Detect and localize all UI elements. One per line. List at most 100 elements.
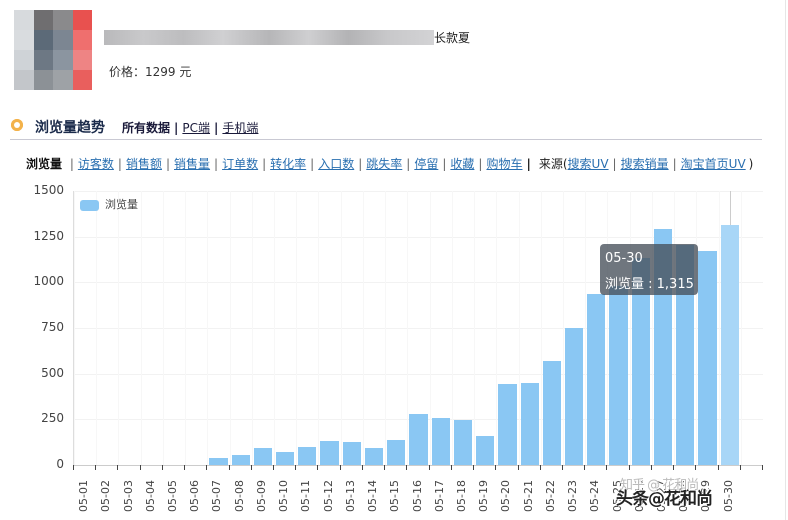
chart-legend[interactable]: 浏览量 [80, 196, 138, 212]
metric-link[interactable]: 入口数 [318, 157, 355, 171]
bar-05-07[interactable] [209, 458, 228, 465]
gridline [340, 191, 342, 465]
product-price: 价格：1299 元 [109, 65, 192, 79]
bar-05-14[interactable] [364, 448, 384, 465]
x-tick [317, 465, 319, 470]
watermark: 知乎 @ 花和尚 头条@花和尚 [616, 478, 713, 509]
source-link[interactable]: 淘宝首页UV [680, 157, 746, 171]
x-tick [228, 465, 230, 470]
bar-05-16[interactable] [409, 414, 428, 465]
bar-05-26[interactable] [631, 258, 650, 465]
separator: | [310, 157, 315, 171]
source-link[interactable]: 搜索UV [567, 157, 609, 171]
metric-link[interactable]: 销售量 [174, 157, 211, 171]
pageview-bar-chart: 浏览量 0 250 500 750 1000 1250 1500 05-01 05-02 05-0… [0, 180, 788, 520]
x-tick [539, 465, 541, 470]
thumbnail-pixel [33, 30, 53, 50]
gridline [518, 191, 520, 465]
separator: | [262, 157, 267, 171]
bar-05-24[interactable] [587, 294, 606, 465]
separator: | [214, 157, 219, 171]
bar-05-30[interactable] [720, 224, 739, 465]
separator: | [672, 157, 677, 171]
product-thumbnail[interactable] [14, 10, 92, 90]
gridline [496, 191, 498, 465]
source-link[interactable]: 搜索销量 [620, 157, 669, 171]
metric-pageviews[interactable]: 浏览量 [26, 157, 63, 171]
x-tick-label: 05-30 [721, 480, 735, 512]
bar-05-13[interactable] [342, 441, 361, 465]
metric-link[interactable]: 访客数 [77, 157, 114, 171]
source-suffix: ) [748, 157, 754, 171]
thumbnail-pixel [14, 30, 34, 50]
bar-05-21[interactable] [520, 382, 539, 465]
x-tick-label: 05-01 [77, 480, 91, 512]
x-tick [762, 465, 763, 470]
thumbnail-pixel [53, 30, 73, 50]
separator: | [478, 157, 483, 171]
x-tick [584, 465, 586, 470]
bar-05-29[interactable] [698, 251, 717, 465]
bar-05-09[interactable] [253, 448, 273, 465]
metric-link[interactable]: 转化率 [270, 157, 307, 171]
x-tick-label: 05-10 [277, 480, 291, 512]
x-tick [206, 465, 208, 470]
bar-05-22[interactable] [542, 361, 561, 465]
x-tick-label: 05-12 [321, 480, 335, 512]
tooltip-value: 浏览量 : 1,315 [605, 277, 694, 292]
x-tick-label: 05-06 [188, 480, 202, 512]
x-tick-label: 05-23 [566, 480, 580, 512]
gridline [696, 191, 698, 465]
bar-05-25[interactable] [609, 286, 628, 465]
metric-link[interactable]: 跳失率 [366, 157, 403, 171]
gridline [651, 191, 653, 465]
gridline [118, 191, 120, 465]
x-tick-label: 05-17 [432, 480, 446, 512]
x-tick-label: 05-02 [99, 480, 113, 512]
x-tick [161, 465, 163, 470]
metric-link[interactable]: 销售额 [125, 157, 162, 171]
scope-all-data[interactable]: 所有数据 [122, 121, 171, 135]
thumbnail-pixel [33, 50, 53, 70]
separator: | [165, 157, 171, 171]
y-tick-label: 500 [41, 365, 64, 380]
legend-label: 浏览量 [105, 198, 138, 211]
bar-05-17[interactable] [431, 418, 450, 465]
bar-05-11[interactable] [298, 446, 317, 465]
x-tick-label: 05-20 [499, 480, 513, 512]
bar-05-15[interactable] [387, 439, 406, 465]
gridline [474, 191, 476, 465]
bar-05-23[interactable] [564, 328, 584, 465]
legend-swatch-icon [80, 199, 99, 211]
section-header: 浏览量趋势 所有数据 | PC端 | 手机端 [10, 117, 762, 140]
metric-link[interactable]: 收藏 [450, 157, 475, 171]
product-title-blurred [104, 30, 434, 45]
watermark-faint: 知乎 @ 花和尚 [620, 478, 699, 493]
x-tick-label: 05-09 [254, 480, 268, 512]
metric-link[interactable]: 订单数 [222, 157, 259, 171]
x-tick-label: 05-05 [166, 480, 180, 512]
bar-05-12[interactable] [320, 441, 339, 465]
bar-05-10[interactable] [276, 452, 295, 465]
gridline [562, 191, 564, 465]
thumbnail-pixel [14, 70, 34, 90]
bar-05-19[interactable] [476, 435, 495, 465]
x-tick-label: 05-11 [299, 480, 313, 512]
bar-05-28[interactable] [676, 245, 695, 465]
thumbnail-pixel [14, 10, 34, 30]
source-prefix: 来源( [538, 157, 568, 171]
scope-mobile-link[interactable]: 手机端 [222, 121, 259, 135]
bar-05-20[interactable] [498, 384, 517, 465]
scope-pc-link[interactable]: PC端 [182, 121, 211, 135]
bar-05-18[interactable] [453, 420, 473, 465]
gridline [451, 191, 453, 465]
bar-05-08[interactable] [231, 454, 250, 465]
x-tick-label: 05-19 [477, 480, 491, 512]
x-tick-label: 05-18 [454, 480, 468, 512]
x-tick-label: 05-15 [388, 480, 402, 512]
metric-link[interactable]: 购物车 [486, 157, 523, 171]
x-tick-label: 05-22 [543, 480, 557, 512]
metric-link[interactable]: 停留 [414, 157, 439, 171]
thumbnail-pixel [33, 70, 53, 90]
thumbnail-pixel [72, 30, 92, 50]
